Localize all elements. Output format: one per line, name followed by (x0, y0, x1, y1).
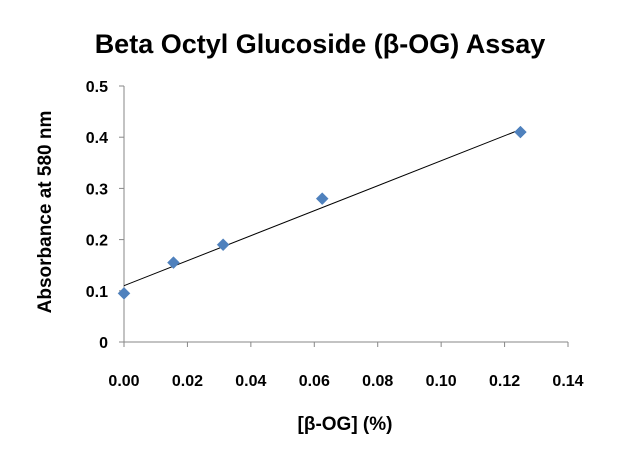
data-point (117, 287, 131, 300)
data-points (117, 125, 527, 300)
data-point (514, 125, 527, 139)
trendline (123, 129, 521, 287)
x-tick-label: 0.04 (235, 373, 266, 390)
y-tick-label: 0 (99, 335, 108, 352)
data-point (315, 192, 329, 205)
y-axis-title: Absorbance at 580 nm (35, 111, 56, 314)
x-tick-label: 0.02 (172, 373, 203, 390)
axes (119, 85, 569, 347)
trendline-layer (123, 129, 521, 287)
x-tick-label: 0.12 (489, 373, 520, 390)
x-tick-label: 0.14 (552, 373, 583, 390)
chart-title: Beta Octyl Glucoside (β-OG) Assay (95, 29, 546, 59)
x-tick-label: 0.00 (108, 373, 139, 390)
x-tick-label: 0.10 (426, 373, 457, 390)
y-tick-label: 0.2 (86, 233, 108, 250)
y-tick-label: 0.3 (86, 181, 108, 198)
y-tick-label: 0.5 (86, 79, 108, 96)
y-tick-label: 0.1 (86, 284, 108, 301)
data-point (167, 256, 180, 269)
x-axis-title: [β-OG] (%) (298, 414, 393, 435)
data-point (216, 238, 230, 252)
x-tick-label: 0.08 (362, 373, 393, 390)
y-tick-label: 0.4 (86, 130, 108, 147)
x-tick-label: 0.06 (299, 373, 330, 390)
tick-labels: 0 0.1 0.2 0.3 0.4 0.5 0.00 0.02 0.04 0.06 0.08 0.10… (86, 79, 584, 390)
